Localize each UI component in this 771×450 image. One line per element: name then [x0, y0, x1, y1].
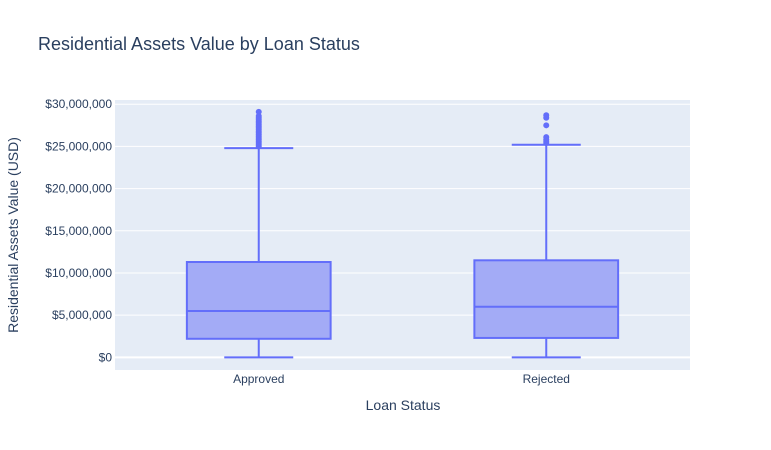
y-tick-label: $15,000,000	[45, 224, 112, 238]
y-tick-label: $5,000,000	[52, 308, 112, 322]
outlier-point	[543, 134, 550, 141]
y-tick-label: $10,000,000	[45, 266, 112, 280]
outlier-point	[543, 122, 550, 129]
x-axis-title: Loan Status	[366, 397, 441, 413]
y-tick-label: $25,000,000	[45, 139, 112, 153]
x-tick-label: Rejected	[523, 372, 570, 386]
y-tick-label: $20,000,000	[45, 182, 112, 196]
x-axis-ticks: Approved Rejected	[233, 372, 570, 386]
iqr-box	[473, 259, 620, 339]
box-approved	[185, 108, 332, 359]
box-rejected	[473, 112, 620, 359]
y-tick-label: $30,000,000	[45, 97, 112, 111]
x-tick-label: Approved	[233, 372, 284, 386]
y-tick-label: $0	[99, 350, 113, 364]
outlier-point	[255, 113, 262, 120]
y-axis-ticks: $0 $5,000,000 $10,000,000 $15,000,000 $20,00…	[45, 97, 112, 364]
y-axis-title: Residential Assets Value (USD)	[5, 137, 21, 333]
iqr-box	[185, 261, 332, 340]
boxes	[185, 108, 620, 359]
chart-title: Residential Assets Value by Loan Status	[38, 34, 360, 54]
outlier-point	[543, 112, 550, 119]
outlier-point	[255, 108, 262, 115]
